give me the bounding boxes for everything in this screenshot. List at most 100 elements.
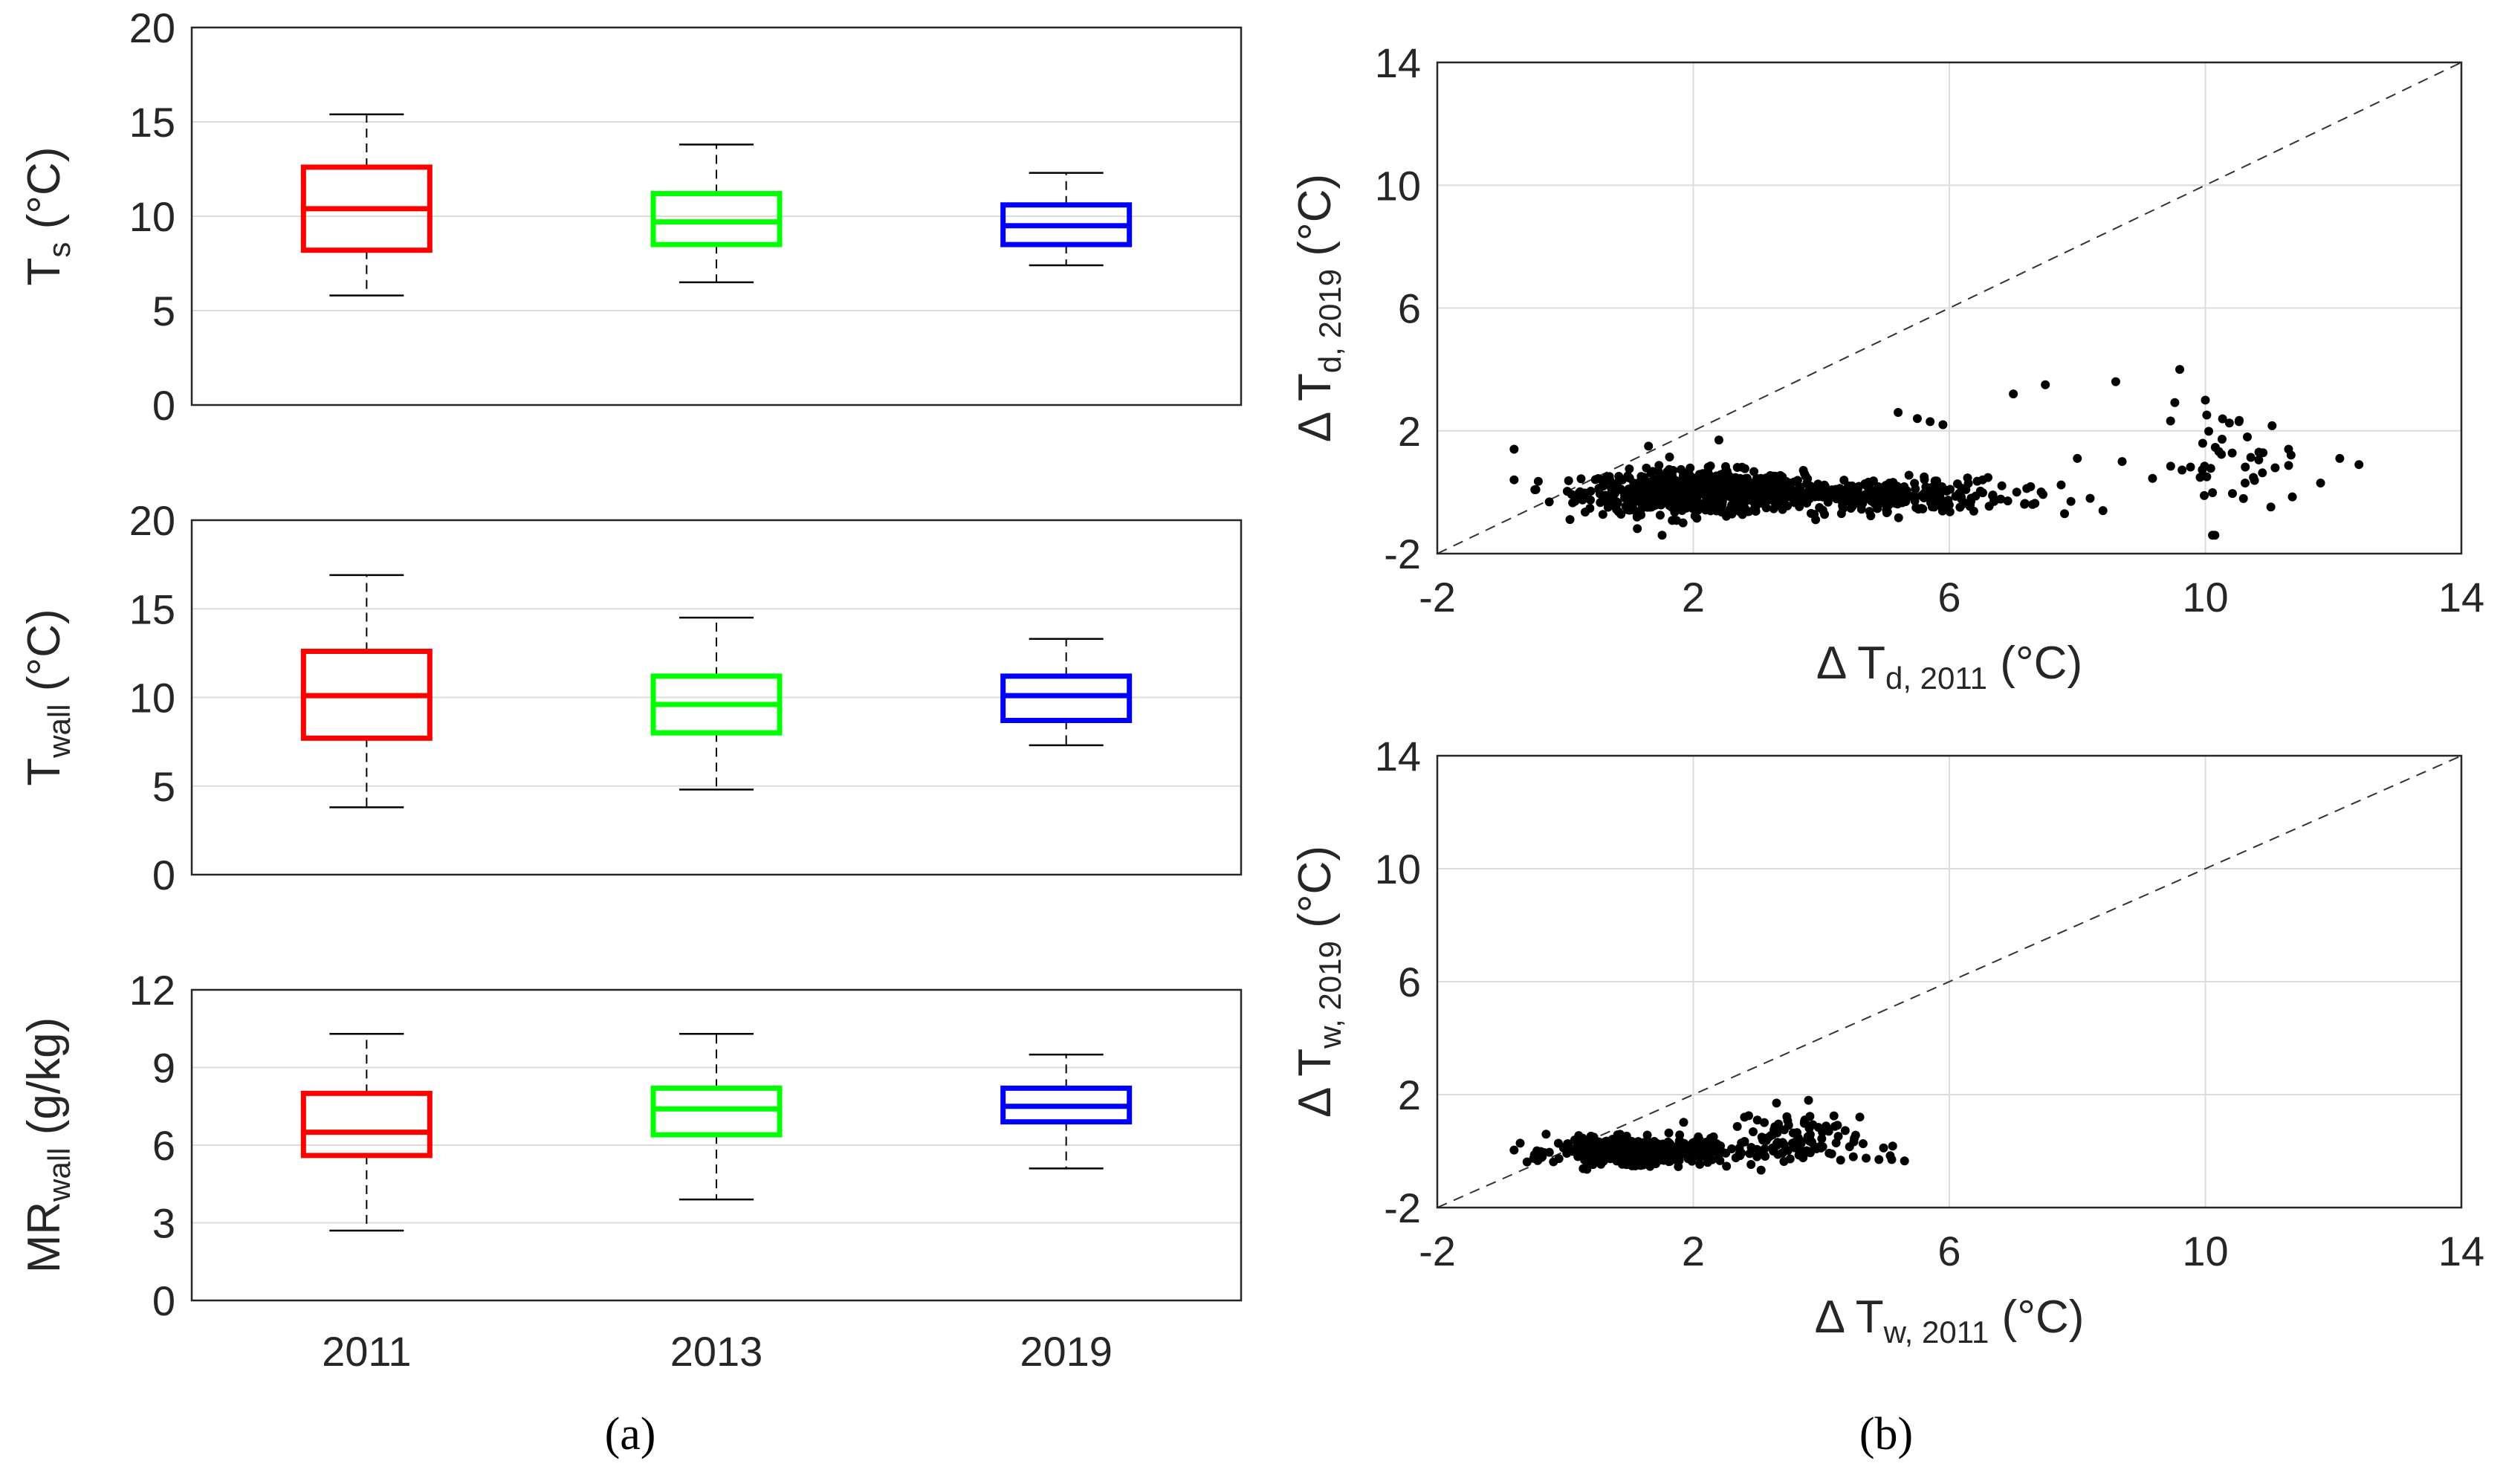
dtd-data-point [1623, 505, 1633, 515]
dtd-data-point [2354, 460, 2364, 470]
dtd-data-point [1756, 490, 1766, 500]
dtd-xtick-label: -2 [1419, 574, 1456, 621]
dtw-data-point [1772, 1138, 1781, 1148]
dtd-data-point [1659, 487, 1668, 497]
dtw-ylabel: Δ Tw, 2019 (°C) [1289, 846, 1347, 1118]
dtd-data-point [1751, 503, 1761, 513]
dtw-data-point [1858, 1139, 1868, 1149]
dtd-data-point [1544, 497, 1554, 507]
ts-ytick-label: 20 [129, 4, 175, 51]
dtd-data-point [2199, 490, 2209, 500]
dtw-data-point [1580, 1156, 1590, 1165]
ts-ytick-label: 0 [152, 382, 175, 429]
dtd-xtick-label: 14 [2438, 574, 2484, 621]
dtd-axes-frame [1436, 61, 2463, 555]
dtw-data-point [1727, 1144, 1737, 1153]
dtd-data-point [2224, 418, 2234, 428]
dtd-data-point [1887, 498, 1897, 508]
dtd-data-point [1668, 516, 1677, 525]
dtw-data-point [1836, 1156, 1845, 1165]
dtw-data-point [1563, 1139, 1573, 1149]
dtd-data-point [2202, 410, 2212, 420]
dtd-data-point [1898, 494, 1908, 504]
dtd-data-point [1820, 510, 1830, 519]
dtw-data-point [1544, 1147, 1554, 1157]
dtd-data-point [2036, 487, 2046, 497]
dtd-data-point [1695, 502, 1705, 512]
dtw-data-point [1737, 1138, 1746, 1148]
dtd-data-point [1654, 481, 1663, 490]
dtd-data-point [1900, 482, 1909, 492]
dtd-data-point [1790, 477, 1799, 487]
dtw-data-point [1759, 1118, 1769, 1127]
dtw-data-point [1782, 1112, 1792, 1121]
dtw-data-point [1748, 1127, 1758, 1136]
dtd-data-point [2117, 457, 2127, 467]
dtd-data-point [1944, 500, 1954, 510]
dtd-data-point [1961, 485, 1971, 494]
dtw-xtick-label: -2 [1419, 1228, 1456, 1274]
dtd-data-point [1596, 498, 1605, 508]
dtd-data-point [1839, 504, 1848, 513]
dtd-data-point [1882, 508, 1891, 517]
dtw-data-point [1584, 1135, 1594, 1145]
dtw-data-point [1554, 1154, 1564, 1164]
dtd-data-point [1938, 420, 1948, 430]
dtd-data-point [1714, 435, 1723, 445]
dtd-data-point [1674, 487, 1684, 496]
dtd-data-point [1533, 476, 1543, 486]
dtw-data-point [1760, 1144, 1769, 1153]
dtd-data-point [1586, 486, 1596, 496]
dtw-data-point [1617, 1153, 1627, 1162]
twall-ytick-label: 0 [152, 852, 175, 898]
dtw-data-point [1515, 1138, 1525, 1148]
dtd-ylabel: Δ Td, 2019 (°C) [1289, 174, 1347, 442]
dtw-data-point [1752, 1115, 1762, 1125]
ts-ylabel: Ts (°C) [19, 147, 77, 286]
dtd-data-point [1615, 475, 1625, 485]
dtw-data-point [1532, 1146, 1542, 1156]
dtd-data-point [1564, 476, 1573, 485]
dtw-data-point [1800, 1116, 1810, 1126]
dtw-data-point [1850, 1130, 1860, 1140]
dtw-data-point [1607, 1143, 1617, 1153]
dtd-data-point [2238, 493, 2248, 503]
dtd-data-point [1838, 486, 1848, 496]
mrwall-axes-frame [190, 988, 1243, 1302]
dtd-data-point [1720, 468, 1729, 478]
dtw-data-point [1888, 1141, 1897, 1151]
twall-box-plot: 0 5 10 15 20 Twall (°C) [19, 497, 1243, 898]
dtd-data-point [2166, 461, 2175, 471]
dtw-data-point [1817, 1134, 1827, 1144]
dtd-data-point [1665, 501, 1674, 511]
dtw-data-point [1596, 1159, 1606, 1169]
dtd-data-point [1989, 496, 1999, 506]
dtd-data-point [1683, 502, 1693, 511]
ts-axes-frame [190, 26, 1243, 406]
dtd-data-point [1805, 492, 1815, 502]
dtw-data-point [1569, 1145, 1578, 1155]
ts-box-plot: 0 5 10 15 20 Ts (°C) [19, 4, 1243, 429]
dtd-data-point [1764, 495, 1774, 505]
caption-a: (a) [605, 1409, 656, 1459]
dtw-data-point [1802, 1146, 1812, 1156]
dtd-data-point [1581, 508, 1590, 517]
twall-ytick-label: 5 [152, 763, 175, 810]
dtd-data-point [2287, 492, 2297, 502]
dtd-data-point [2241, 462, 2250, 472]
dtw-data-point [1636, 1161, 1645, 1170]
dtd-ytick-label: -2 [1384, 531, 1421, 577]
dtd-data-point [1657, 531, 1667, 540]
dtd-data-point [1937, 482, 1947, 492]
dtd-data-point [2235, 415, 2244, 425]
dtw-data-point [1874, 1155, 1884, 1164]
dtw-data-point [1735, 1149, 1744, 1159]
dtd-data-point [1562, 487, 1572, 496]
dtd-data-point [1740, 464, 1749, 473]
dtd-data-point [1997, 481, 2007, 490]
dtd-data-point [1758, 499, 1767, 508]
dtw-xtick-label: 10 [2182, 1228, 2228, 1274]
dtd-data-point [1914, 505, 1923, 514]
mrwall-ytick-label: 3 [152, 1200, 175, 1247]
dtd-data-point [1839, 494, 1849, 504]
